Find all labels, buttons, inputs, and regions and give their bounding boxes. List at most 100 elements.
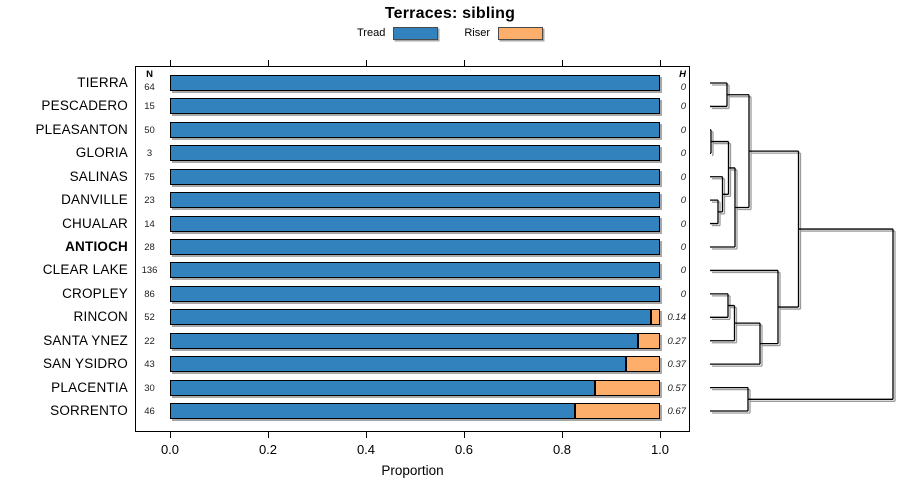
- bar-row: [170, 379, 660, 396]
- bar-segment-riser: [626, 356, 660, 373]
- legend-item: Riser: [464, 26, 543, 40]
- bar-segment-tread: [170, 356, 626, 373]
- category-label: RINCON: [73, 309, 128, 325]
- x-axis-tick: [562, 432, 563, 438]
- category-label: CLEAR LAKE: [42, 262, 128, 278]
- bar-segment-tread: [170, 262, 660, 279]
- category-label: SAN YSIDRO: [42, 356, 128, 372]
- x-axis-title: Proportion: [381, 463, 444, 478]
- bar-segment-tread: [170, 145, 660, 162]
- n-value: 23: [144, 195, 155, 207]
- bar-row: [170, 309, 660, 326]
- n-value: 30: [144, 382, 155, 394]
- legend-swatch-riser: [498, 26, 543, 40]
- x-axis-tick: [366, 432, 367, 438]
- n-value: 3: [146, 148, 153, 160]
- bar-row: [170, 98, 660, 115]
- legend-label: Tread: [357, 27, 386, 39]
- bar-segment-tread: [170, 168, 660, 185]
- x-axis-top-tick: [464, 60, 465, 66]
- x-axis-tick-label: 0.8: [552, 442, 572, 457]
- x-axis-tick: [660, 432, 661, 438]
- bar-segment-tread: [170, 239, 660, 255]
- h-value: 0: [680, 82, 686, 93]
- x-axis-top-tick: [268, 60, 269, 66]
- legend: Tread Riser: [180, 25, 720, 41]
- n-value: 15: [144, 101, 155, 113]
- h-value: 0: [680, 242, 686, 253]
- category-label: DANVILLE: [61, 192, 128, 208]
- bar-segment-tread: [170, 192, 660, 209]
- n-value: 52: [144, 312, 155, 324]
- x-axis-top-tick: [170, 60, 171, 66]
- n-value: 50: [144, 124, 155, 136]
- legend-swatch-tread: [393, 26, 439, 40]
- bar-segment-riser: [575, 403, 660, 420]
- x-axis-top-tick: [660, 60, 661, 66]
- category-label: SORRENTO: [50, 403, 128, 419]
- h-value: 0.37: [667, 359, 687, 371]
- x-axis-top-tick: [562, 60, 563, 66]
- h-value: 0: [680, 195, 686, 207]
- h-value: 0: [680, 124, 686, 136]
- n-value: 46: [144, 406, 155, 418]
- h-value: 0: [680, 218, 686, 230]
- category-label: SALINAS: [69, 168, 128, 184]
- bar-segment-tread: [170, 403, 575, 420]
- bar-segment-tread: [170, 75, 660, 91]
- category-label: CROPLEY: [62, 285, 128, 301]
- n-value: 43: [144, 359, 155, 371]
- h-value: 0.14: [667, 312, 687, 324]
- x-axis-tick-label: 0.6: [454, 442, 474, 457]
- bar-row: [170, 192, 660, 209]
- bar-segment-tread: [170, 121, 660, 138]
- category-label: GLORIA: [75, 145, 128, 161]
- n-value: 28: [144, 242, 155, 253]
- category-label: CHUALAR: [62, 215, 128, 231]
- bar-segment-tread: [170, 332, 638, 349]
- category-label: PLEASANTON: [35, 121, 128, 137]
- n-value: 75: [144, 171, 155, 183]
- category-label: PESCADERO: [41, 98, 128, 114]
- bar-row: [170, 356, 660, 373]
- bar-segment-tread: [170, 309, 651, 326]
- h-value: 0: [680, 265, 686, 277]
- bar-segment-tread: [170, 215, 660, 232]
- plot-area: [135, 66, 690, 432]
- bar-row: [170, 168, 660, 185]
- category-label: ANTIOCH: [65, 239, 128, 254]
- legend-item: Tread: [357, 26, 439, 40]
- h-value: 0: [680, 288, 686, 300]
- n-value: 86: [144, 288, 155, 300]
- bar-row: [170, 75, 660, 91]
- bar-row: [170, 145, 660, 162]
- n-value: 64: [144, 82, 155, 93]
- h-column-header: H: [679, 69, 686, 80]
- category-label: SANTA YNEZ: [43, 332, 128, 348]
- category-label: TIERRA: [77, 75, 128, 90]
- x-axis-tick-label: 0.0: [160, 442, 180, 457]
- bar-segment-tread: [170, 98, 660, 115]
- x-axis-tick: [170, 432, 171, 438]
- legend-label: Riser: [464, 27, 490, 39]
- bar-segment-riser: [595, 379, 660, 396]
- bar-segment-tread: [170, 379, 595, 396]
- bar-row: [170, 121, 660, 138]
- n-value: 14: [144, 218, 155, 230]
- h-value: 0: [680, 171, 686, 183]
- x-axis-tick: [268, 432, 269, 438]
- chart-title: Terraces: sibling: [384, 5, 516, 22]
- bar-segment-riser: [651, 309, 660, 326]
- bar-segment-tread: [170, 285, 660, 302]
- x-axis-tick-label: 0.2: [258, 442, 278, 457]
- h-value: 0: [680, 101, 686, 113]
- category-label: PLACENTIA: [51, 379, 128, 395]
- bar-row: [170, 285, 660, 302]
- x-axis-tick: [464, 432, 465, 438]
- n-column-header: N: [146, 69, 153, 80]
- x-axis-top-tick: [366, 60, 367, 66]
- h-value: 0.27: [667, 335, 687, 347]
- n-value: 136: [141, 265, 158, 277]
- h-value: 0.57: [667, 382, 687, 394]
